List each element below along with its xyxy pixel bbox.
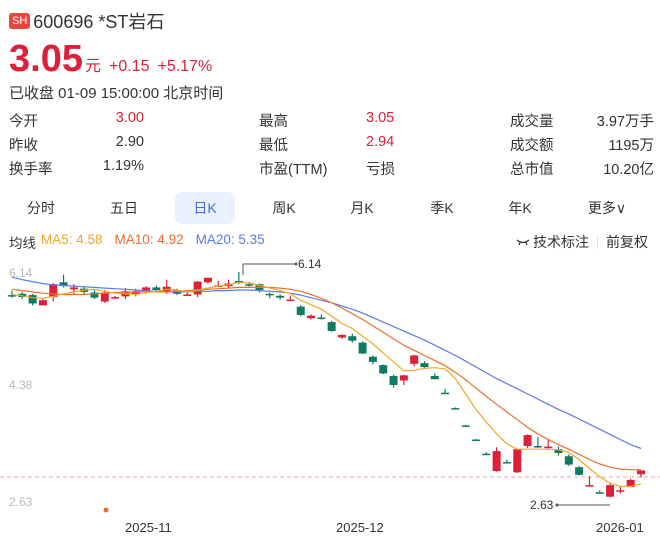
ma20-line — [11, 276, 642, 450]
tech-annotation-toggle[interactable]: 技术标注 — [516, 232, 589, 252]
event-dot[interactable] — [103, 507, 109, 513]
ma10-line — [11, 286, 641, 471]
svg-text:6.14: 6.14 — [298, 257, 322, 271]
stat-label: 今开 — [9, 114, 38, 130]
stat-value: 1195万 — [608, 138, 654, 154]
stat-label: 总市值 — [510, 162, 554, 178]
x-tick: 2025-11 — [125, 520, 172, 535]
price-change: +0.15 — [108, 58, 150, 75]
y-tick: 2.63 — [9, 495, 33, 509]
tech-annotation-label: 技术标注 — [533, 234, 589, 250]
stat-label: 最高 — [259, 114, 288, 130]
exchange-badge: SH — [9, 13, 31, 29]
tab-intraday[interactable]: 分时 — [27, 200, 55, 216]
stat-value: 1.19% — [102, 158, 144, 174]
stat-label: 换手率 — [9, 162, 53, 178]
stat-label: 成交量 — [510, 114, 554, 130]
tab-quarterly-k[interactable]: 季K — [430, 200, 454, 216]
ma10-value: MA10: 4.92 — [114, 232, 184, 247]
adjust-mode-button[interactable]: 前复权 — [606, 234, 648, 250]
period-tabs: 分时 五日 日K 周K 月K 季K 年K 更多∨ — [0, 192, 660, 224]
svg-text:2.63: 2.63 — [530, 498, 554, 512]
tab-more[interactable]: 更多∨ — [587, 200, 627, 216]
chart-tools: 技术标注 前复权 — [516, 232, 648, 252]
stats-row: 今开 3.00 最高 3.05 成交量 3.97万手 — [9, 110, 654, 134]
stats-row: 换手率 1.19% 市盈(TTM) 亏损 总市值 10.20亿 — [9, 158, 654, 182]
x-tick: 2025-12 — [336, 520, 384, 535]
stat-value: 3.00 — [115, 110, 144, 126]
ma5-line — [11, 281, 642, 487]
stat-label: 市盈(TTM) — [259, 162, 328, 178]
tab-yearly-k[interactable]: 年K — [508, 200, 532, 216]
candles — [8, 272, 645, 498]
tab-weekly-k[interactable]: 周K — [272, 200, 296, 216]
eye-closed-icon — [516, 239, 530, 246]
stat-value: 10.20亿 — [603, 162, 654, 178]
price-change-pct: +5.17% — [157, 58, 213, 75]
divider — [597, 235, 598, 249]
stat-value: 2.94 — [366, 134, 395, 150]
price-row: 3.05 元 +0.15 +5.17% — [9, 38, 212, 81]
y-tick: 6.14 — [9, 266, 33, 280]
stat-value: 3.05 — [366, 110, 395, 126]
candlestick-chart[interactable]: 6.14 4.38 2.63 6.14 2.63 — [0, 255, 660, 520]
tab-monthly-k[interactable]: 月K — [350, 200, 374, 216]
stat-label: 最低 — [259, 138, 288, 154]
price-unit: 元 — [84, 58, 101, 75]
ma-legend-label: 均线 — [9, 236, 36, 251]
ma5-value: MA5: 4.58 — [41, 232, 103, 247]
stats-row: 昨收 2.90 最低 2.94 成交额 1195万 — [9, 134, 654, 158]
stat-label: 成交额 — [510, 138, 554, 154]
stat-value: 3.97万手 — [596, 114, 654, 130]
ma-legend: 均线 MA5: 4.58 MA10: 4.92 MA20: 5.35 — [9, 232, 265, 252]
market-status: 已收盘 01-09 15:00:00 北京时间 — [9, 85, 224, 102]
min-marker: 2.63 — [530, 498, 610, 512]
stat-label: 昨收 — [9, 138, 38, 154]
max-marker: 6.14 — [242, 257, 322, 275]
stat-value: 2.90 — [115, 134, 144, 150]
tab-daily-k[interactable]: 日K — [175, 192, 235, 224]
x-tick: 2026-01 — [596, 520, 644, 535]
tab-five-day[interactable]: 五日 — [110, 200, 138, 216]
ma20-value: MA20: 5.35 — [195, 232, 265, 247]
stock-header: SH 600696 *ST岩石 — [9, 8, 164, 34]
stats-grid: 今开 3.00 最高 3.05 成交量 3.97万手 昨收 2.90 最低 2.… — [9, 110, 654, 182]
stat-value: 亏损 — [366, 162, 395, 178]
stock-title: 600696 *ST岩石 — [33, 12, 165, 32]
y-tick: 4.38 — [9, 378, 33, 392]
current-price: 3.05 — [9, 38, 83, 80]
